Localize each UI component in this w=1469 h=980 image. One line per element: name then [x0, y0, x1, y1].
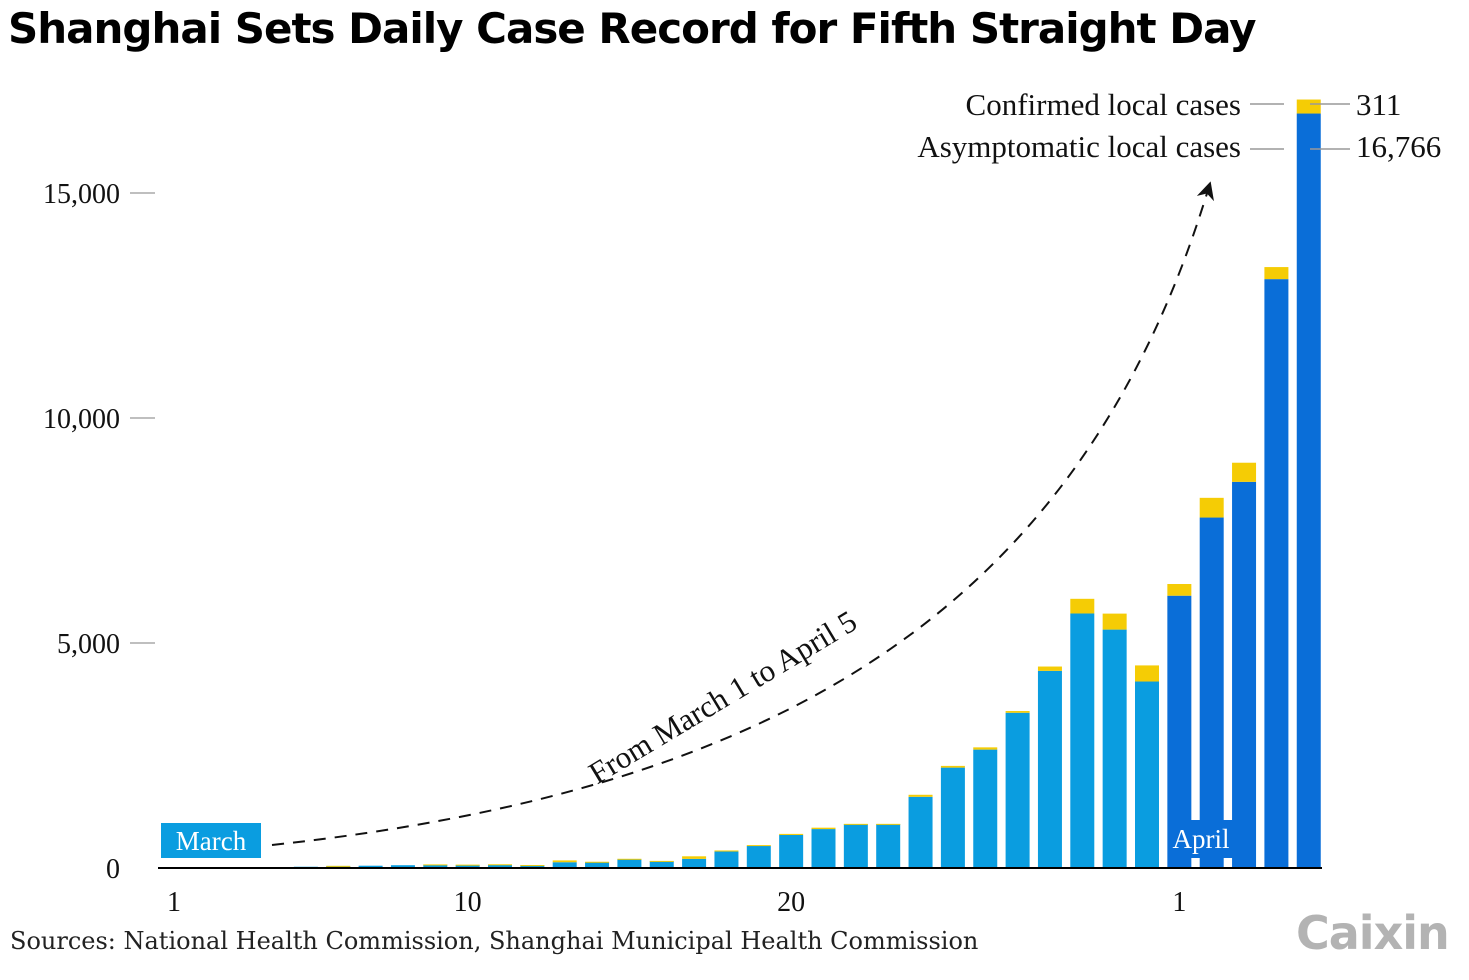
- month-label-april: April: [1173, 824, 1230, 854]
- bar-confirmed: [1102, 613, 1127, 630]
- bar-asymptomatic: [1199, 517, 1224, 868]
- bar-asymptomatic: [520, 865, 545, 868]
- bar-confirmed: [552, 860, 577, 863]
- bar-asymptomatic: [488, 864, 512, 868]
- x-tick-label: 20: [777, 887, 805, 918]
- bar-confirmed: [585, 861, 610, 863]
- bar-confirmed: [843, 823, 868, 825]
- bar-confirmed: [779, 833, 804, 835]
- bar-confirmed: [1037, 666, 1062, 671]
- bar-confirmed: [617, 858, 642, 860]
- bar-confirmed: [1070, 598, 1095, 614]
- bar-confirmed: [908, 794, 933, 797]
- bar-asymptomatic: [811, 829, 836, 868]
- caixin-logo: Caixin: [1296, 906, 1450, 960]
- bar-asymptomatic: [779, 834, 804, 868]
- end-value-confirmed: 311: [1356, 87, 1401, 122]
- growth-arrow: [271, 181, 1214, 846]
- bar-asymptomatic: [649, 861, 674, 868]
- bar-asymptomatic: [585, 862, 610, 868]
- bar-asymptomatic: [1102, 629, 1127, 868]
- bar-confirmed: [649, 860, 674, 862]
- bar-asymptomatic: [843, 824, 868, 868]
- bar-asymptomatic: [390, 865, 415, 868]
- end-value-asymptomatic: 16,766: [1356, 129, 1441, 164]
- bar-confirmed: [520, 865, 545, 867]
- series-label-asymptomatic: Asymptomatic local cases: [917, 129, 1241, 164]
- bar-asymptomatic: [617, 859, 642, 868]
- bar-confirmed: [423, 864, 448, 866]
- bar-asymptomatic: [552, 862, 577, 868]
- month-label-march: March: [176, 826, 247, 856]
- bar-confirmed: [1135, 665, 1159, 682]
- bar-confirmed: [1005, 711, 1030, 713]
- bar-confirmed: [811, 827, 836, 830]
- x-tick-label: 10: [454, 887, 482, 918]
- bar-confirmed: [973, 747, 998, 750]
- bar-asymptomatic: [714, 851, 739, 868]
- y-tick-label: 15,000: [43, 179, 120, 210]
- bar-confirmed: [1264, 267, 1289, 280]
- bar-asymptomatic: [1232, 481, 1257, 868]
- bar-confirmed: [876, 823, 901, 825]
- bar-asymptomatic: [1296, 113, 1321, 868]
- bar-confirmed: [1232, 462, 1257, 482]
- bar-asymptomatic: [908, 796, 933, 868]
- bar-confirmed: [940, 765, 965, 768]
- bar-confirmed: [1167, 584, 1192, 596]
- bar-asymptomatic: [1070, 613, 1095, 868]
- x-tick-label: 1: [167, 887, 181, 918]
- series-label-confirmed: Confirmed local cases: [966, 87, 1241, 122]
- bar-asymptomatic: [423, 864, 448, 868]
- bar-asymptomatic: [1037, 670, 1062, 868]
- bar-confirmed: [1199, 497, 1224, 518]
- bar-asymptomatic: [973, 749, 998, 868]
- month-badge-april: April: [1169, 820, 1233, 858]
- y-tick-label: 0: [106, 854, 120, 885]
- month-badge-march: March: [161, 823, 261, 858]
- bar-confirmed: [746, 845, 771, 847]
- y-tick-label: 5,000: [57, 629, 120, 660]
- bar-confirmed: [1296, 99, 1321, 114]
- bar-confirmed: [455, 864, 480, 866]
- bar-asymptomatic: [746, 845, 771, 868]
- bar-asymptomatic: [326, 865, 351, 868]
- chart-title: Shanghai Sets Daily Case Record for Fift…: [8, 4, 1257, 53]
- bar-confirmed: [326, 865, 351, 867]
- bar-confirmed: [488, 864, 512, 866]
- growth-annotation: From March 1 to April 5: [583, 603, 863, 790]
- bar-confirmed: [682, 856, 707, 859]
- bar-asymptomatic: [876, 824, 901, 868]
- y-tick-label: 10,000: [43, 404, 120, 435]
- bar-confirmed: [714, 850, 739, 852]
- bar-asymptomatic: [1135, 681, 1159, 868]
- bar-asymptomatic: [682, 858, 707, 868]
- bar-asymptomatic: [455, 865, 480, 868]
- bar-asymptomatic: [1264, 279, 1289, 868]
- bar-asymptomatic: [1005, 712, 1030, 868]
- bar-asymptomatic: [358, 865, 383, 868]
- x-tick-label: 1: [1172, 887, 1186, 918]
- bar-asymptomatic: [940, 767, 965, 868]
- source-note: Sources: National Health Commission, Sha…: [10, 927, 979, 955]
